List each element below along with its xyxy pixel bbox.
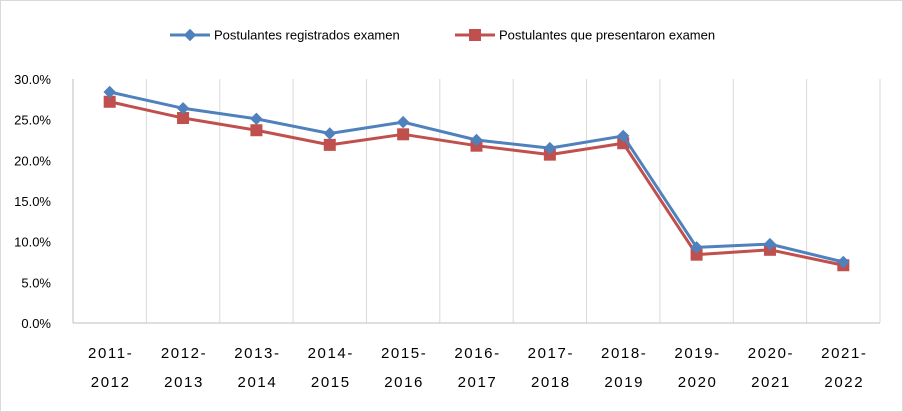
data-point-registrados xyxy=(763,237,777,251)
x-tick-label-bottom: 2018 xyxy=(531,374,571,391)
data-point-registrados xyxy=(396,115,410,129)
grid-lines xyxy=(145,79,881,323)
x-tick-label-top: 2015- xyxy=(381,345,427,362)
x-tick-label-bottom: 2012 xyxy=(91,374,131,391)
x-tick-label-top: 2017- xyxy=(528,345,574,362)
data-point-registrados xyxy=(543,141,557,155)
data-point-registrados xyxy=(176,102,190,115)
x-tick-label-bottom: 2016 xyxy=(384,374,424,391)
data-point-registrados xyxy=(323,127,336,140)
legend-label-registrados: Postulantes registrados examen xyxy=(214,28,400,43)
x-tick-label-bottom: 2020 xyxy=(678,374,718,391)
x-tick-labels: 2011- 2012 2012- 2013 2013- 2014 2014- 2015 2015… xyxy=(88,345,867,391)
y-tick-label: 25.0% xyxy=(14,113,51,128)
x-tick-label-top: 2019- xyxy=(674,345,720,362)
x-tick-label-top: 2012- xyxy=(161,345,207,362)
x-tick-label-bottom: 2014 xyxy=(238,374,278,391)
y-tick-label: 10.0% xyxy=(14,235,51,250)
y-tick-label: 0.0% xyxy=(21,316,51,331)
x-tick-label-top: 2016- xyxy=(454,345,500,362)
x-tick-label-bottom: 2022 xyxy=(824,374,864,391)
y-tick-label: 20.0% xyxy=(14,153,51,168)
y-tick-label: 5.0% xyxy=(21,275,51,290)
x-tick-label-top: 2021- xyxy=(821,345,867,362)
legend-label-presentaron: Postulantes que presentaron examen xyxy=(499,28,715,43)
data-point-registrados xyxy=(470,133,483,147)
series xyxy=(103,85,850,272)
data-point-registrados xyxy=(250,112,263,126)
y-tick-labels: 0.0% 5.0% 10.0% 15.0% 20.0% 25.0% 30.0% xyxy=(14,72,51,331)
x-tick-label-top: 2014- xyxy=(308,345,354,362)
data-point-registrados xyxy=(103,85,116,99)
data-point-presentaron xyxy=(250,124,263,137)
data-point-registrados xyxy=(690,241,703,254)
x-tick-label-bottom: 2013 xyxy=(164,374,204,391)
legend: Postulantes registrados examen Postulante… xyxy=(170,28,715,43)
legend-marker-presentaron xyxy=(469,29,481,41)
x-tick-label-top: 2018- xyxy=(601,345,647,362)
y-tick-label: 30.0% xyxy=(14,72,51,87)
data-point-presentaron xyxy=(397,128,410,141)
x-tick-label-bottom: 2015 xyxy=(311,374,351,391)
legend-marker-registrados xyxy=(183,28,197,42)
data-point-registrados xyxy=(617,129,630,143)
x-tick-label-top: 2020- xyxy=(748,345,794,362)
x-tick-label-top: 2013- xyxy=(234,345,280,362)
y-tick-label: 15.0% xyxy=(14,194,51,209)
x-tick-label-bottom: 2017 xyxy=(458,374,498,391)
x-tick-label-bottom: 2019 xyxy=(604,374,644,391)
x-tick-label-top: 2011- xyxy=(88,345,133,362)
data-point-presentaron xyxy=(323,138,336,151)
axes xyxy=(72,79,880,324)
data-point-registrados xyxy=(837,255,850,269)
x-tick-label-bottom: 2021 xyxy=(751,374,791,391)
